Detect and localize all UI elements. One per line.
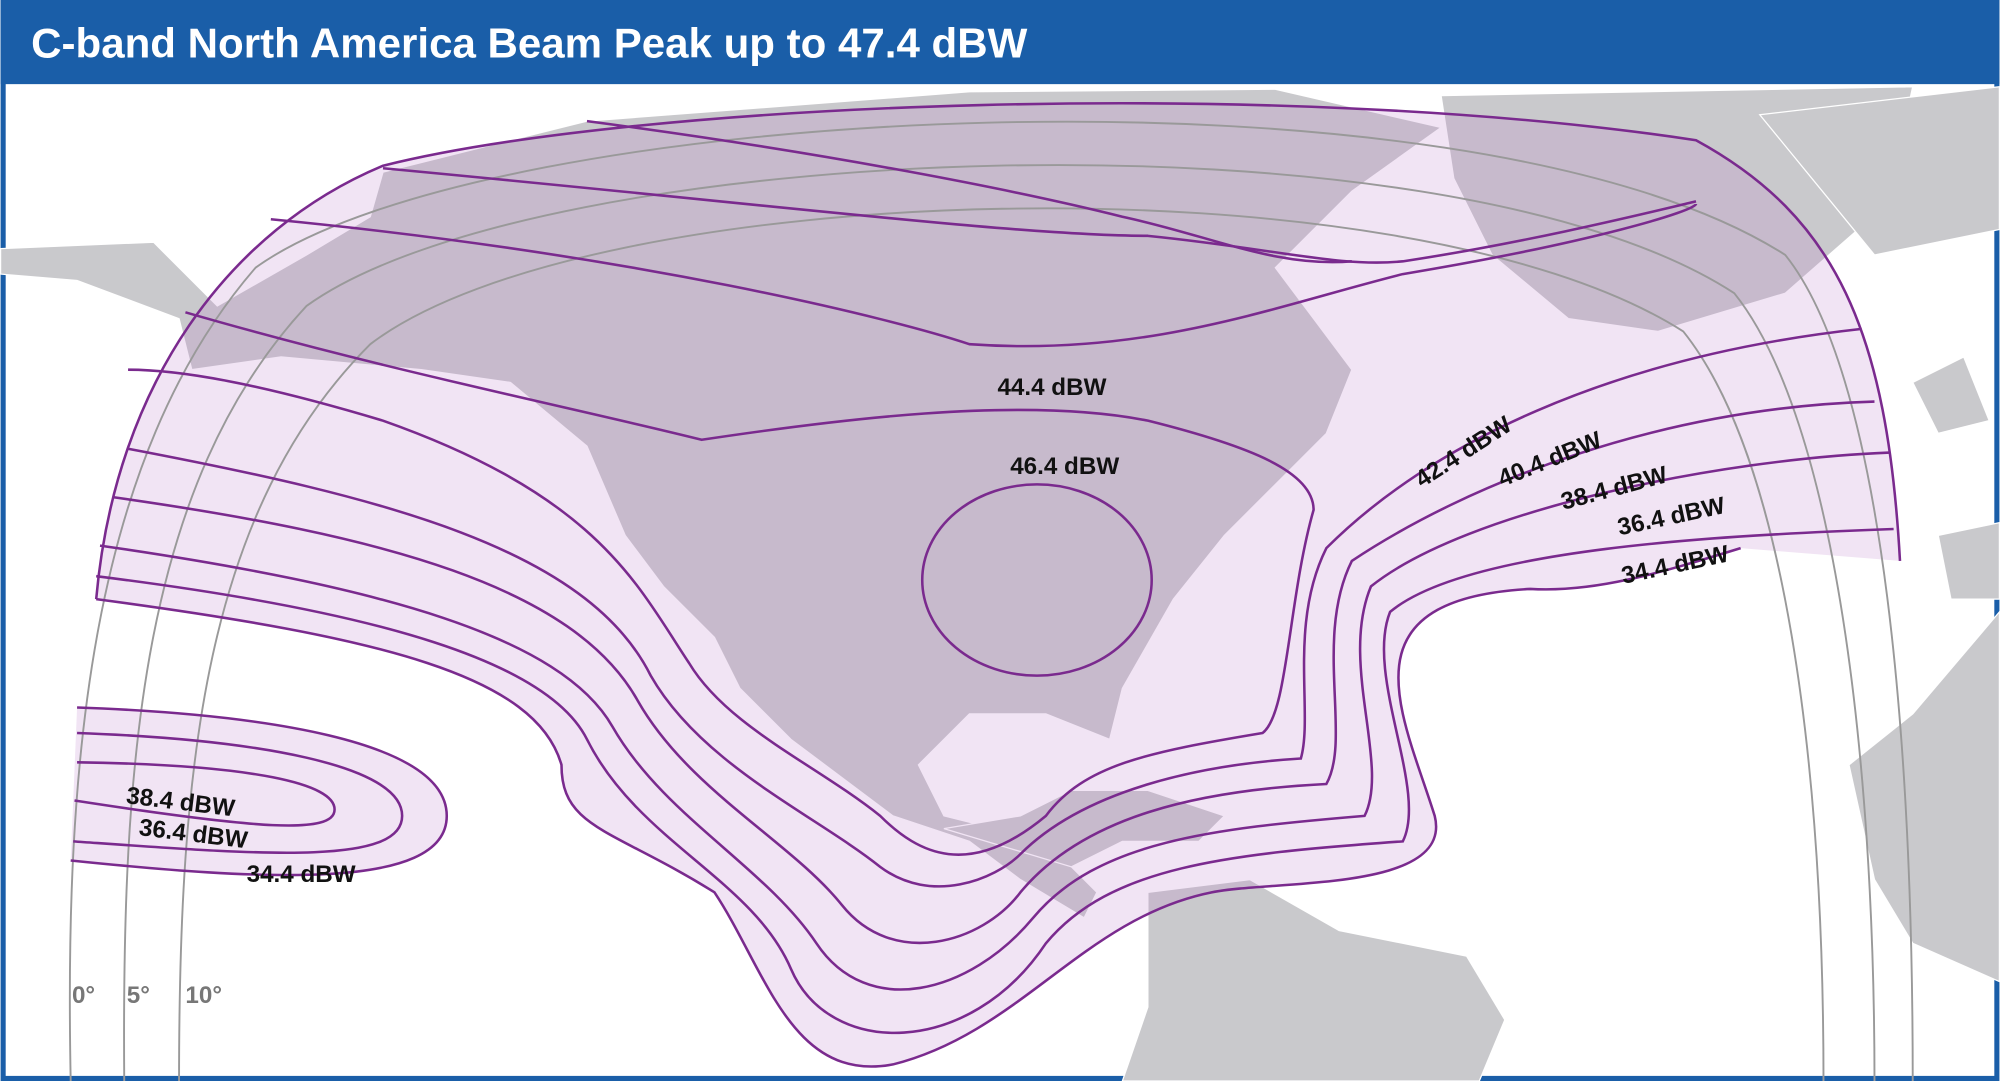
contours [70,102,1902,1068]
header-bar [0,0,2000,85]
hawaii-beam-area [70,707,447,876]
beam-area [96,103,1900,1067]
elevation-label: 0° [72,982,95,1009]
land [0,85,2000,1081]
elevation-label: 5° [127,982,150,1009]
title: C-band North America Beam Peak up to 47.… [31,19,1027,66]
contour-label: 34.4 dBW [247,861,356,888]
contour-label: 44.4 dBW [997,374,1106,401]
contour-label: 46.4 dBW [1010,453,1119,480]
elevation-label: 10° [185,982,222,1009]
